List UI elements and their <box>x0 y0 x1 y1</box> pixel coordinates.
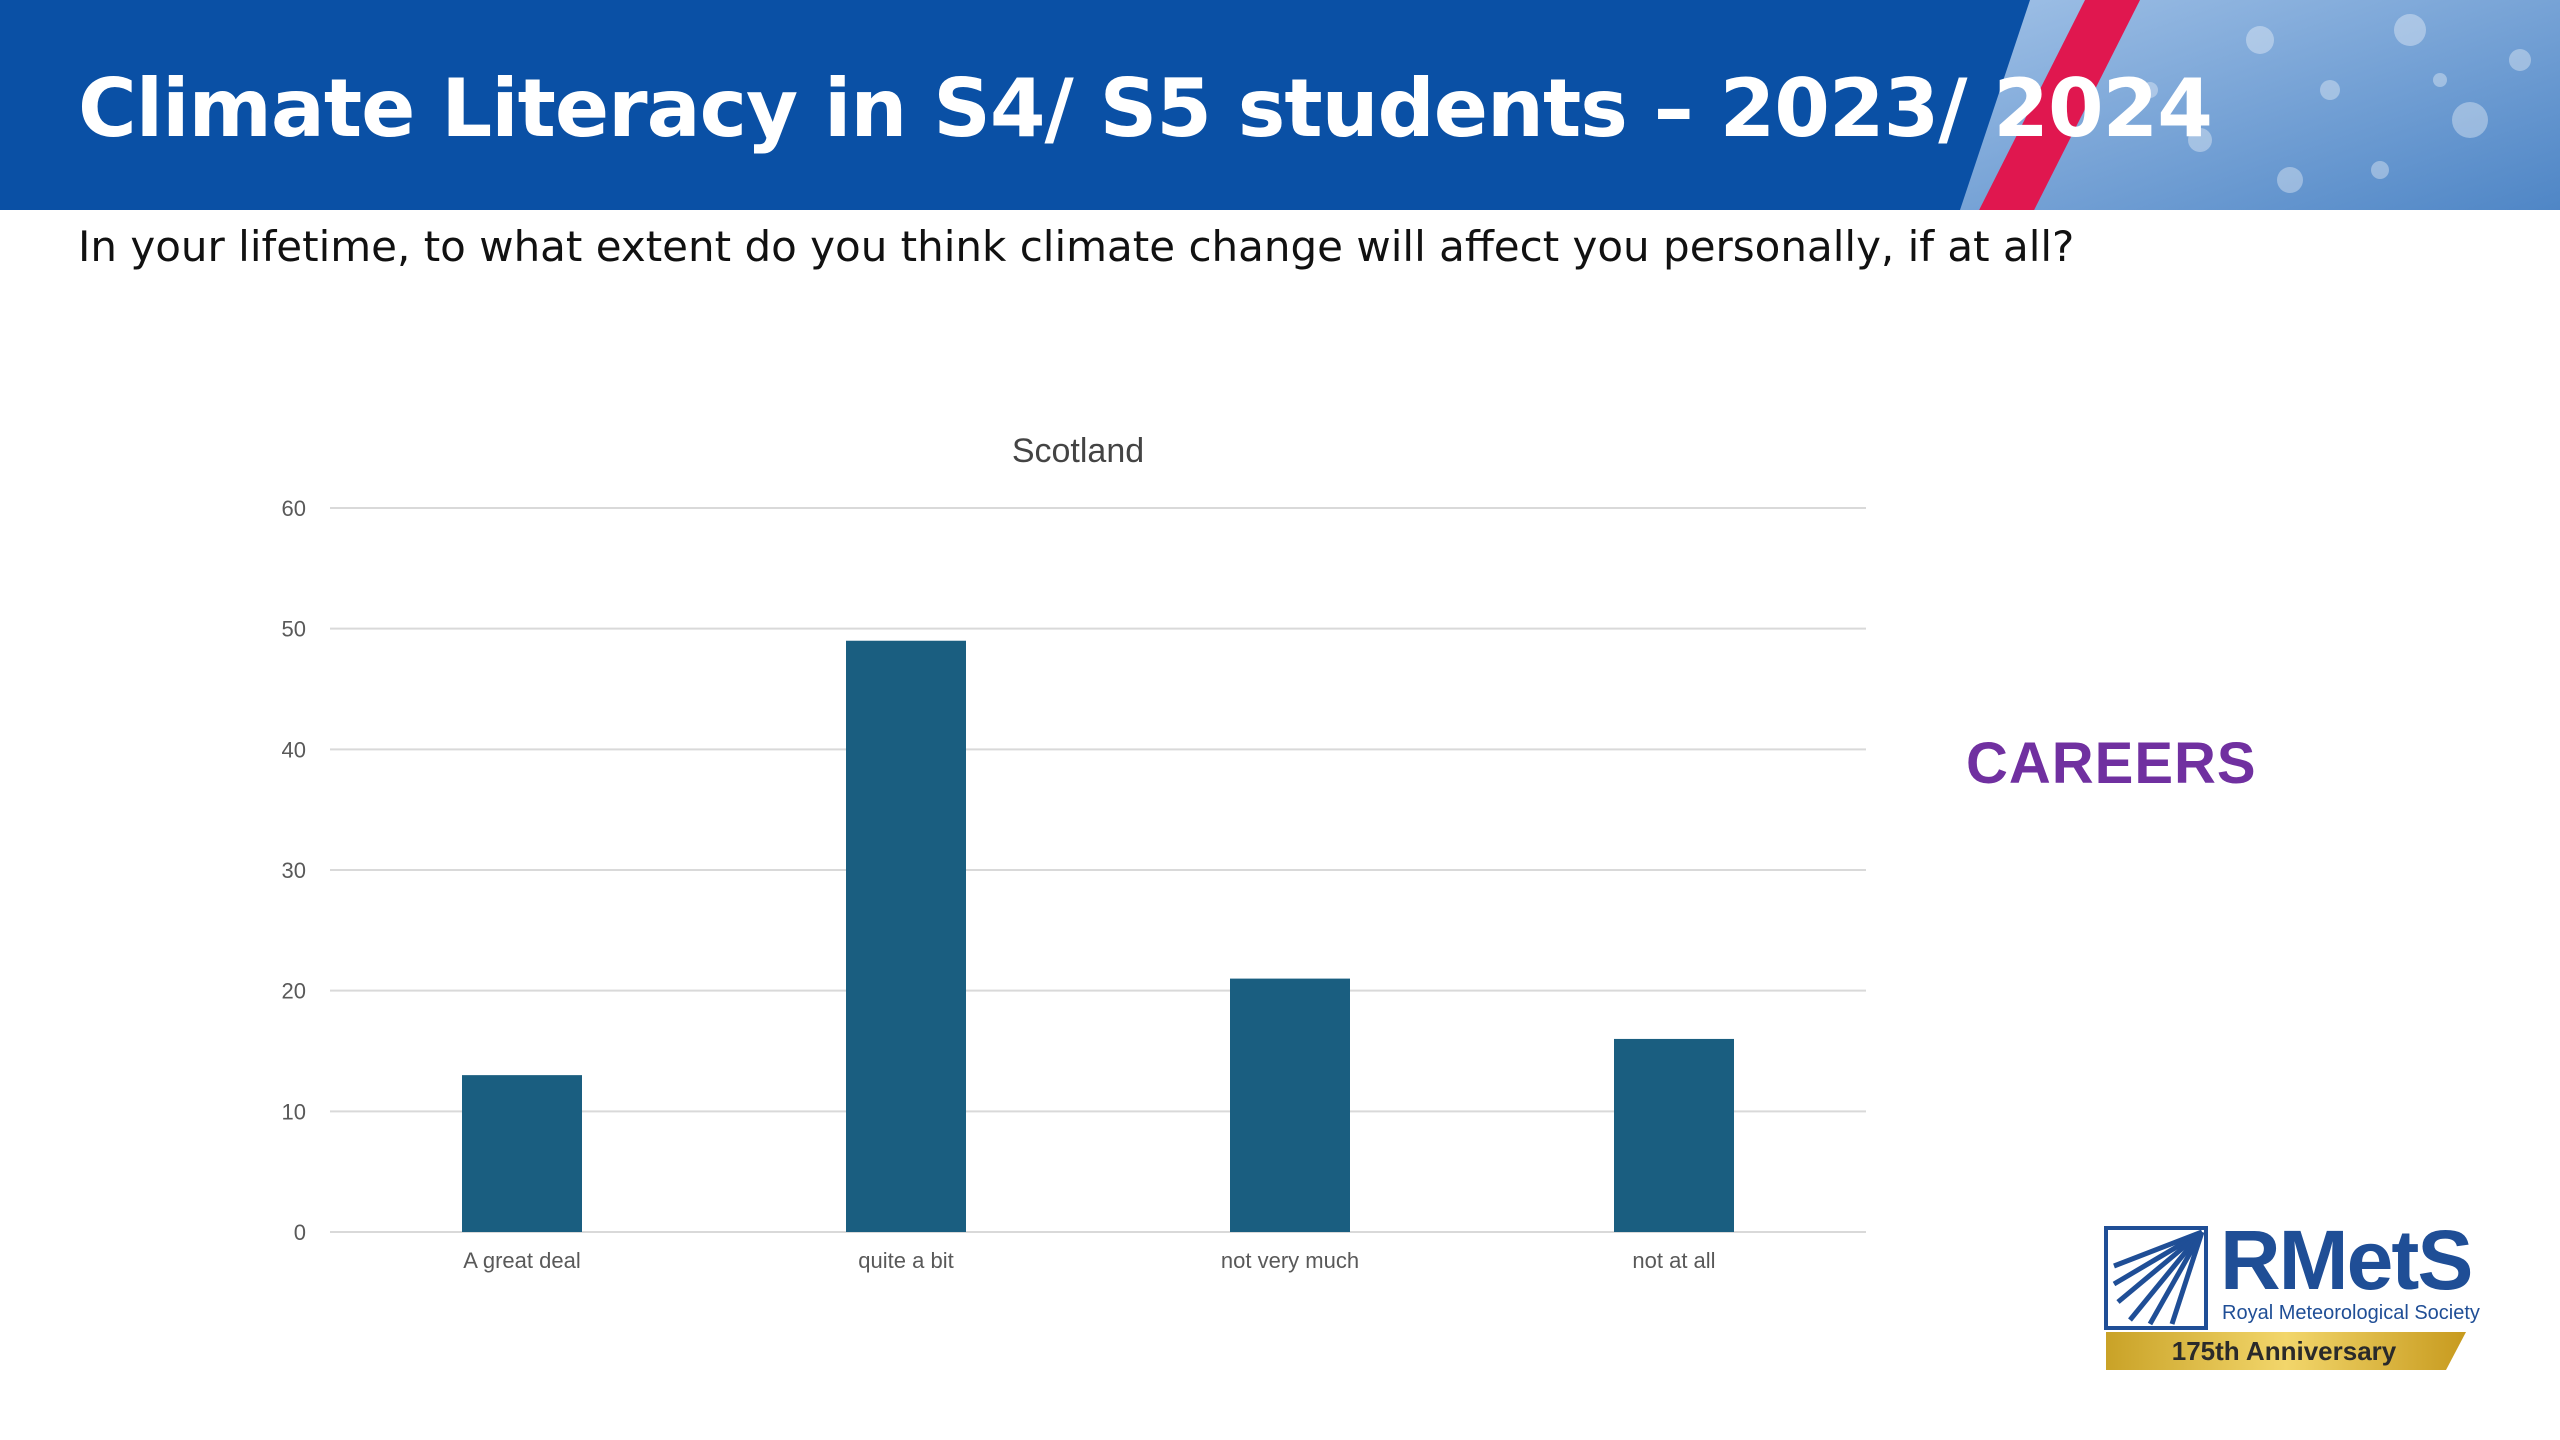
anniversary-ribbon <box>2106 1332 2466 1370</box>
rmets-emblem-icon <box>2104 1226 2208 1330</box>
logo-subtitle: Royal Meteorological Society <box>2222 1302 2480 1324</box>
bar <box>462 1075 582 1232</box>
gridlines <box>330 507 1866 1233</box>
y-tick-label: 20 <box>282 979 306 1004</box>
y-tick-label: 60 <box>282 496 306 521</box>
accent-stripe <box>1979 0 2140 210</box>
careers-label: CAREERS <box>1966 731 2257 796</box>
bar <box>1614 1038 1734 1232</box>
y-axis-ticks: 0 10 20 30 40 50 60 <box>282 496 306 1245</box>
y-tick-label: 30 <box>282 858 306 883</box>
anniversary-text: 175th Anniversary <box>2171 1336 2397 1366</box>
slide-title: Climate Literacy in S4/ S5 students – 20… <box>78 62 2213 155</box>
bar <box>1230 978 1350 1232</box>
chart-title: Scotland <box>1011 432 1145 470</box>
y-tick-label: 0 <box>294 1220 306 1245</box>
bar <box>846 640 966 1232</box>
header-banner <box>0 0 2560 210</box>
x-tick-label: A great deal <box>463 1248 580 1273</box>
y-tick-label: 40 <box>282 737 306 762</box>
x-tick-label: not very much <box>1221 1248 1359 1273</box>
logo-wordmark: RMetS <box>2220 1213 2473 1307</box>
y-tick-label: 50 <box>282 617 306 642</box>
slide-subtitle: In your lifetime, to what extent do you … <box>78 222 2075 271</box>
rmets-logo: RMetS Royal Meteorological Society 175th… <box>2104 1213 2480 1372</box>
bars <box>462 640 1734 1232</box>
y-tick-label: 10 <box>282 1099 306 1124</box>
x-tick-label: quite a bit <box>858 1248 953 1273</box>
x-axis-labels: A great deal quite a bit not very much not … <box>463 1248 1715 1273</box>
x-tick-label: not at all <box>1632 1248 1715 1273</box>
